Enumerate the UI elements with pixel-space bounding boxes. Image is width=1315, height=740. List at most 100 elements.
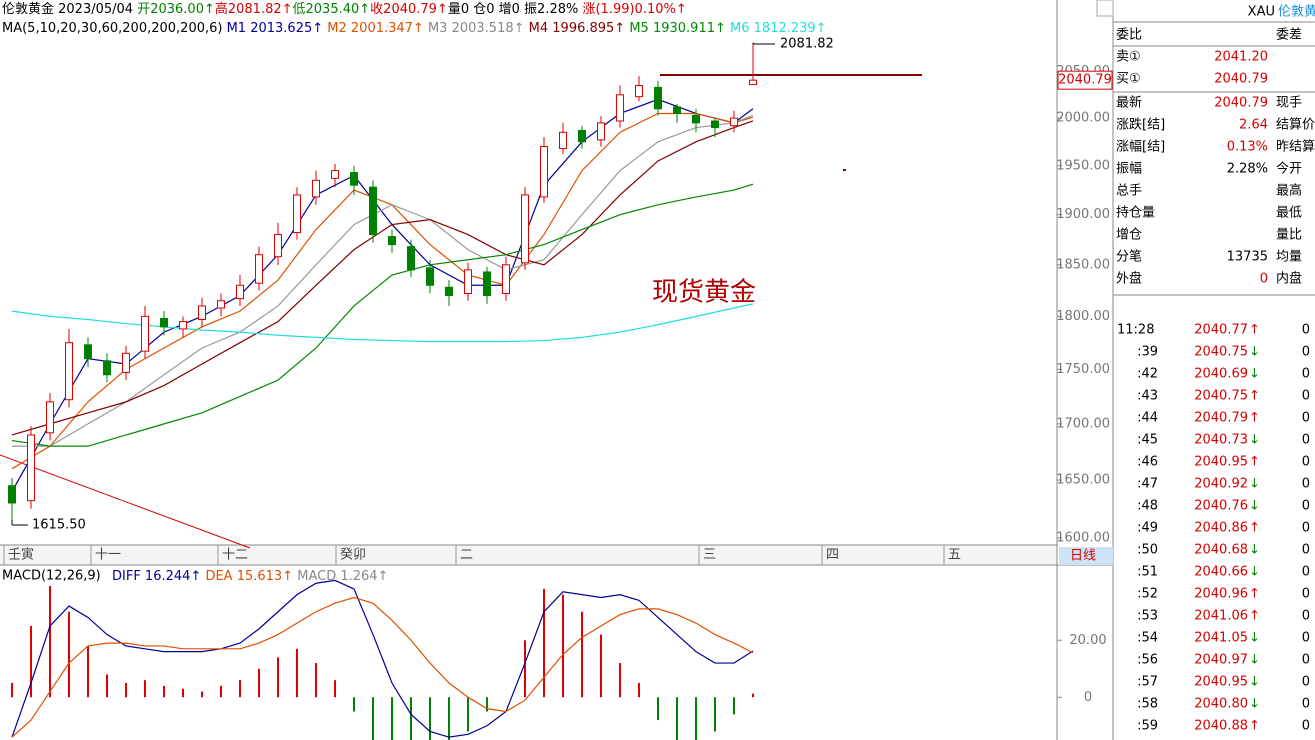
quote-value: 2040.79 [1214, 72, 1268, 87]
candle-body [46, 401, 54, 434]
quote-label: 昨结算 [1276, 140, 1315, 155]
macd-legend-part: MACD 1.264↑ [297, 569, 388, 584]
candle-body [711, 120, 719, 129]
trade-arrow: ↓ [1249, 697, 1260, 712]
candle-body [616, 94, 624, 122]
trade-arrow: ↓ [1249, 477, 1260, 492]
x-axis-strip [0, 545, 1057, 565]
ma-legend-part: M6 1812.239↑ [730, 21, 827, 36]
quote-label: 均量 [1276, 250, 1302, 265]
trade-arrow: ↓ [1249, 543, 1260, 558]
trade-arrow: ↓ [1249, 345, 1260, 360]
symbol-name: 伦敦黄金 [1278, 4, 1315, 20]
y-tick-label: 1750.00 [1056, 362, 1110, 377]
quote-label: 振幅 [1116, 162, 1142, 177]
quote-label: 涨幅[结] [1116, 140, 1165, 155]
trade-volume: 0 [1302, 521, 1310, 536]
menu-button[interactable] [1096, 0, 1114, 17]
trade-time: 11:28 [1117, 323, 1154, 338]
last-price-tag [1057, 70, 1113, 90]
trade-volume: 0 [1302, 697, 1310, 712]
trade-volume: 0 [1302, 477, 1310, 492]
x-label: 四 [826, 548, 839, 563]
y-tick-label: 20.00 [1069, 633, 1106, 648]
y-tick-label: 1800.00 [1056, 309, 1110, 324]
quote-label: 增仓 [1116, 228, 1142, 243]
low-label: 1615.50 [32, 518, 86, 533]
quote-label: 最低 [1276, 206, 1302, 221]
high-label: 2081.82 [780, 37, 834, 52]
trade-price: 2040.68 [1194, 543, 1248, 558]
ma-legend-part: M3 2003.518↑ [428, 21, 529, 36]
candle-body [141, 315, 149, 352]
ma-line [11, 183, 754, 447]
candle-body [217, 300, 225, 309]
trade-price: 2040.77 [1194, 323, 1248, 338]
trade-arrow: ↑ [1249, 587, 1260, 602]
trade-price: 2040.88 [1194, 719, 1248, 734]
candle-body [597, 122, 605, 141]
trade-arrow: ↓ [1249, 631, 1260, 646]
dea-line [11, 596, 754, 738]
trade-arrow: ↑ [1249, 411, 1260, 426]
candle-body [8, 485, 16, 504]
trade-price: 2040.75 [1194, 389, 1248, 404]
candle-body [293, 194, 301, 234]
x-label: 壬寅 [8, 547, 34, 563]
trade-time: :47 [1137, 477, 1158, 492]
quote-label: 最高 [1276, 183, 1302, 199]
trade-price: 2040.86 [1194, 521, 1248, 536]
info-line-part: 开2036.00↑ [137, 2, 215, 17]
trade-time: :44 [1137, 411, 1158, 426]
quote-value: 2040.79 [1214, 96, 1268, 111]
y-tick-label: 1650.00 [1056, 473, 1110, 488]
trade-arrow: ↑ [1249, 521, 1260, 536]
trade-arrow: ↑ [1249, 719, 1260, 734]
candle-body [312, 179, 320, 198]
info-line-part: 低2035.40↑ [293, 2, 371, 17]
candle-body [673, 106, 681, 114]
quote-value: 13735 [1227, 250, 1268, 265]
trade-price: 2040.76 [1194, 499, 1248, 514]
macd-title: MACD(12,26,9) [2, 569, 101, 584]
trade-time: :42 [1137, 367, 1158, 382]
period-button[interactable] [1059, 547, 1113, 565]
ma-line [12, 114, 754, 447]
trade-volume: 0 [1302, 587, 1310, 602]
ma-legend-part: M2 2001.347↑ [327, 21, 428, 36]
candle-body [445, 286, 453, 297]
trade-time: :57 [1137, 675, 1158, 690]
x-label: 癸卯 [340, 548, 366, 563]
y-tick-label: 1600.00 [1056, 530, 1110, 545]
trade-volume: 0 [1302, 499, 1310, 514]
candle-body [388, 236, 396, 246]
candle-body [255, 254, 263, 284]
trade-price: 2041.05 [1194, 631, 1248, 646]
quote-label: 委比 [1116, 28, 1142, 43]
candle-body [635, 85, 643, 98]
candle-body [502, 264, 510, 295]
trend-line [0, 454, 251, 549]
x-label: 三 [703, 548, 716, 563]
candle-body [578, 129, 586, 143]
trade-time: :39 [1137, 345, 1158, 360]
quote-value: 2.28% [1227, 162, 1268, 177]
candle-body [179, 321, 187, 330]
ma-legend-part: M5 1930.911↑ [629, 21, 730, 36]
candle-body [654, 86, 662, 110]
candle-body [540, 146, 548, 198]
candle-body [464, 269, 472, 295]
macd-legend-part: DIFF 16.244↑ [112, 569, 201, 584]
quote-label: 持仓量 [1116, 206, 1155, 221]
period-label: 日线 [1070, 549, 1096, 564]
trade-volume: 0 [1302, 455, 1310, 470]
quote-value: 0.13% [1227, 140, 1268, 155]
quote-label: 委差 [1276, 28, 1302, 43]
candle-body [749, 79, 757, 86]
candle-body [274, 234, 282, 258]
trade-time: :51 [1137, 565, 1158, 580]
trade-price: 2040.92 [1194, 477, 1248, 492]
trade-time: :45 [1137, 433, 1158, 448]
trade-volume: 0 [1302, 367, 1310, 382]
